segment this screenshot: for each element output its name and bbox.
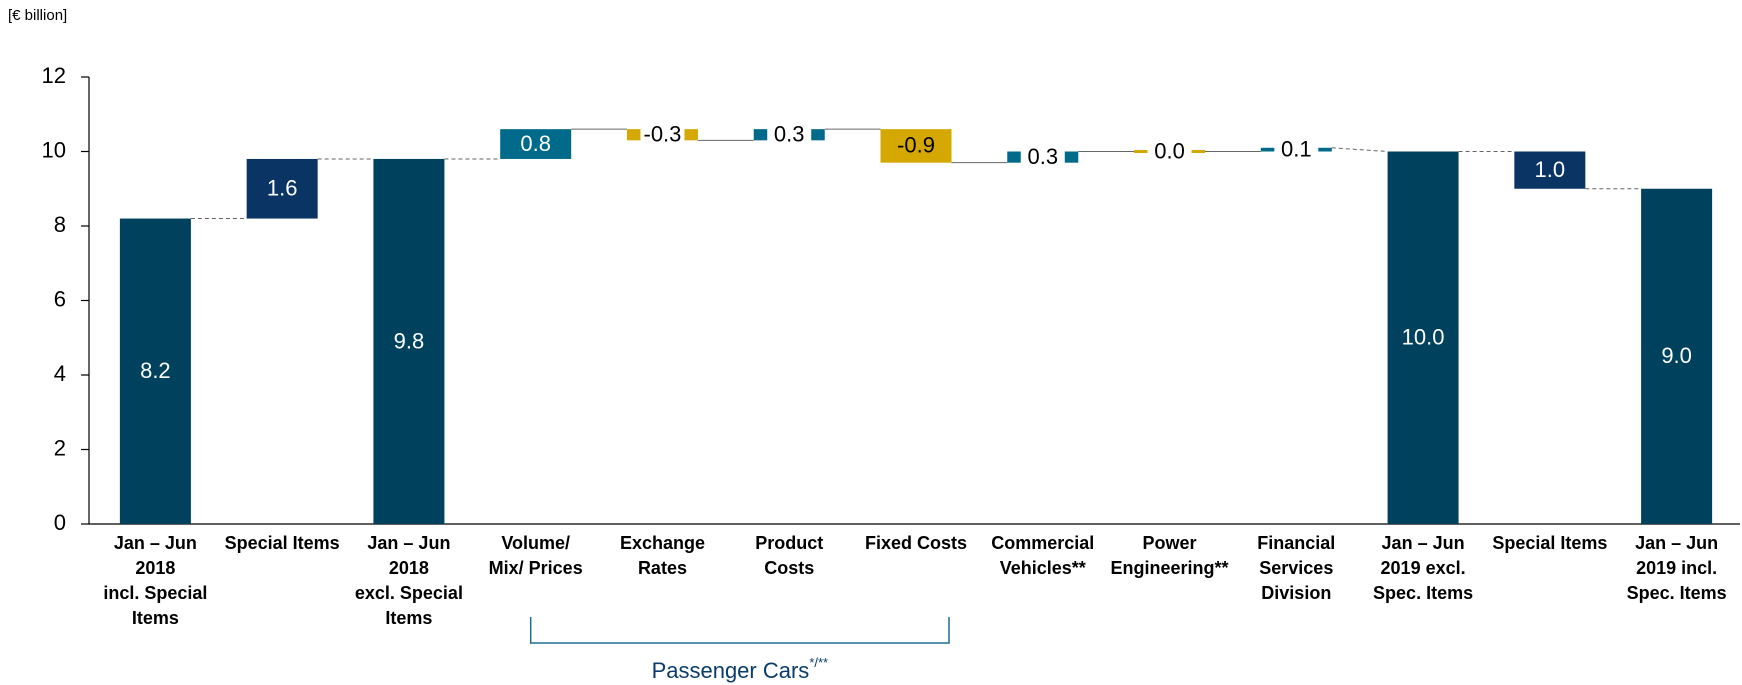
bar [373,158,445,524]
x-tick-label: Engineering** [1111,558,1229,578]
group-bracket [529,617,950,644]
unit-label: [€ billion] [8,7,67,24]
y-tick-label: 2 [54,435,66,460]
x-tick-label: Special Items [1492,533,1607,553]
value-label: 0.3 [774,122,805,147]
x-tick-label: 2018 [389,558,429,578]
x-tick-label: Vehicles** [1000,558,1086,578]
x-tick-label: Spec. Items [1373,583,1473,603]
x-tick-label: 2018 [135,558,175,578]
bar [500,129,572,159]
x-tick-label: Volume/ [501,533,570,553]
x-tick-label: Items [385,608,432,628]
x-tick-label: 2019 excl. [1381,558,1466,578]
bar [119,218,191,525]
group-label-superscript: */** [809,655,828,670]
value-label: 9.8 [394,328,425,353]
value-label: 0.3 [1027,144,1058,169]
x-tick-label: Jan – Jun [114,533,197,553]
label-backdrop [1020,143,1065,172]
value-label: 0.8 [520,131,551,156]
label-backdrop [767,120,812,149]
x-tick-label: Special Items [225,533,340,553]
value-label: 1.0 [1535,157,1566,182]
label-backdrop [1274,135,1319,164]
x-tick-label: Mix/ Prices [489,558,583,578]
connector [1331,147,1388,152]
group-label-text: Passenger Cars [652,658,810,683]
value-label: 0.1 [1281,136,1312,161]
x-tick-label: incl. Special [103,583,207,603]
value-label: 8.2 [140,358,171,383]
x-tick-label: Jan – Jun [1382,533,1465,553]
group-label: Passenger Cars*/** [652,655,829,682]
y-tick-label: 10 [42,137,66,162]
bar [1514,151,1586,189]
value-label: -0.3 [644,122,682,147]
x-tick-label: Rates [638,558,687,578]
x-tick-label: Jan – Jun [1635,533,1718,553]
y-tick-label: 8 [54,212,66,237]
x-tick-label: Costs [764,558,814,578]
y-tick-label: 12 [42,63,66,88]
x-tick-label: Financial [1257,533,1335,553]
y-tick-label: 6 [54,286,66,311]
x-tick-label: Items [132,608,179,628]
label-backdrop [640,120,685,149]
x-tick-label: Power [1143,533,1197,553]
x-tick-label: Product [755,533,823,553]
x-tick-label: Jan – Jun [367,533,450,553]
bar [1387,151,1459,524]
bar [880,129,952,163]
bar [1641,188,1713,524]
x-tick-label: Commercial [991,533,1094,553]
value-label: 10.0 [1402,325,1445,350]
x-tick-label: Spec. Items [1627,583,1727,603]
x-tick-label: Exchange [620,533,705,553]
x-tick-label: Fixed Costs [865,533,967,553]
y-tick-label: 4 [54,361,66,386]
x-tick-label: Division [1261,583,1331,603]
value-label: 1.6 [267,176,298,201]
y-tick-label: 0 [54,510,66,535]
label-backdrop [1147,137,1192,166]
x-tick-label: excl. Special [355,583,463,603]
x-tick-label: Services [1259,558,1333,578]
x-tick-label: 2019 incl. [1636,558,1717,578]
bar [246,158,318,219]
value-label: 9.0 [1661,343,1692,368]
value-label: -0.9 [897,133,935,158]
value-label: 0.0 [1154,138,1185,163]
